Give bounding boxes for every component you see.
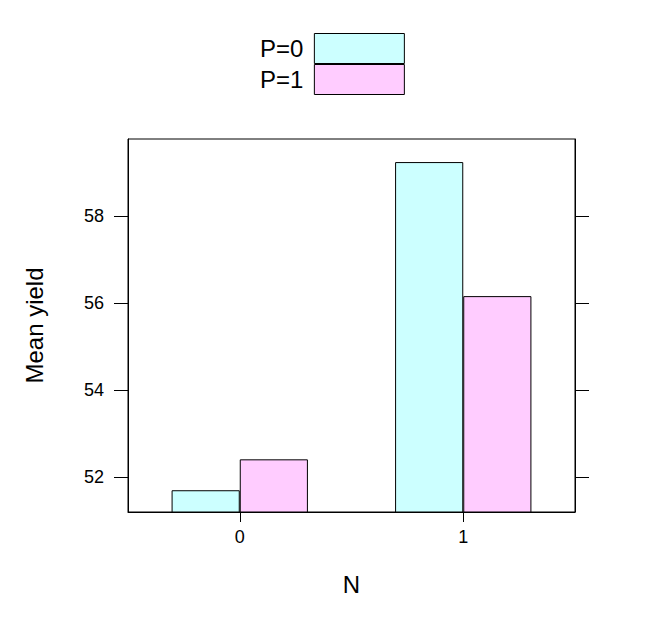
svg-text:P=1: P=1: [260, 66, 303, 93]
svg-text:1: 1: [458, 527, 468, 547]
svg-text:56: 56: [84, 293, 104, 313]
svg-text:52: 52: [84, 467, 104, 487]
svg-text:54: 54: [84, 380, 104, 400]
svg-text:N: N: [343, 571, 360, 598]
svg-text:58: 58: [84, 206, 104, 226]
svg-text:P=0: P=0: [260, 35, 303, 62]
svg-text:0: 0: [235, 527, 245, 547]
svg-text:Mean yield: Mean yield: [21, 267, 48, 383]
